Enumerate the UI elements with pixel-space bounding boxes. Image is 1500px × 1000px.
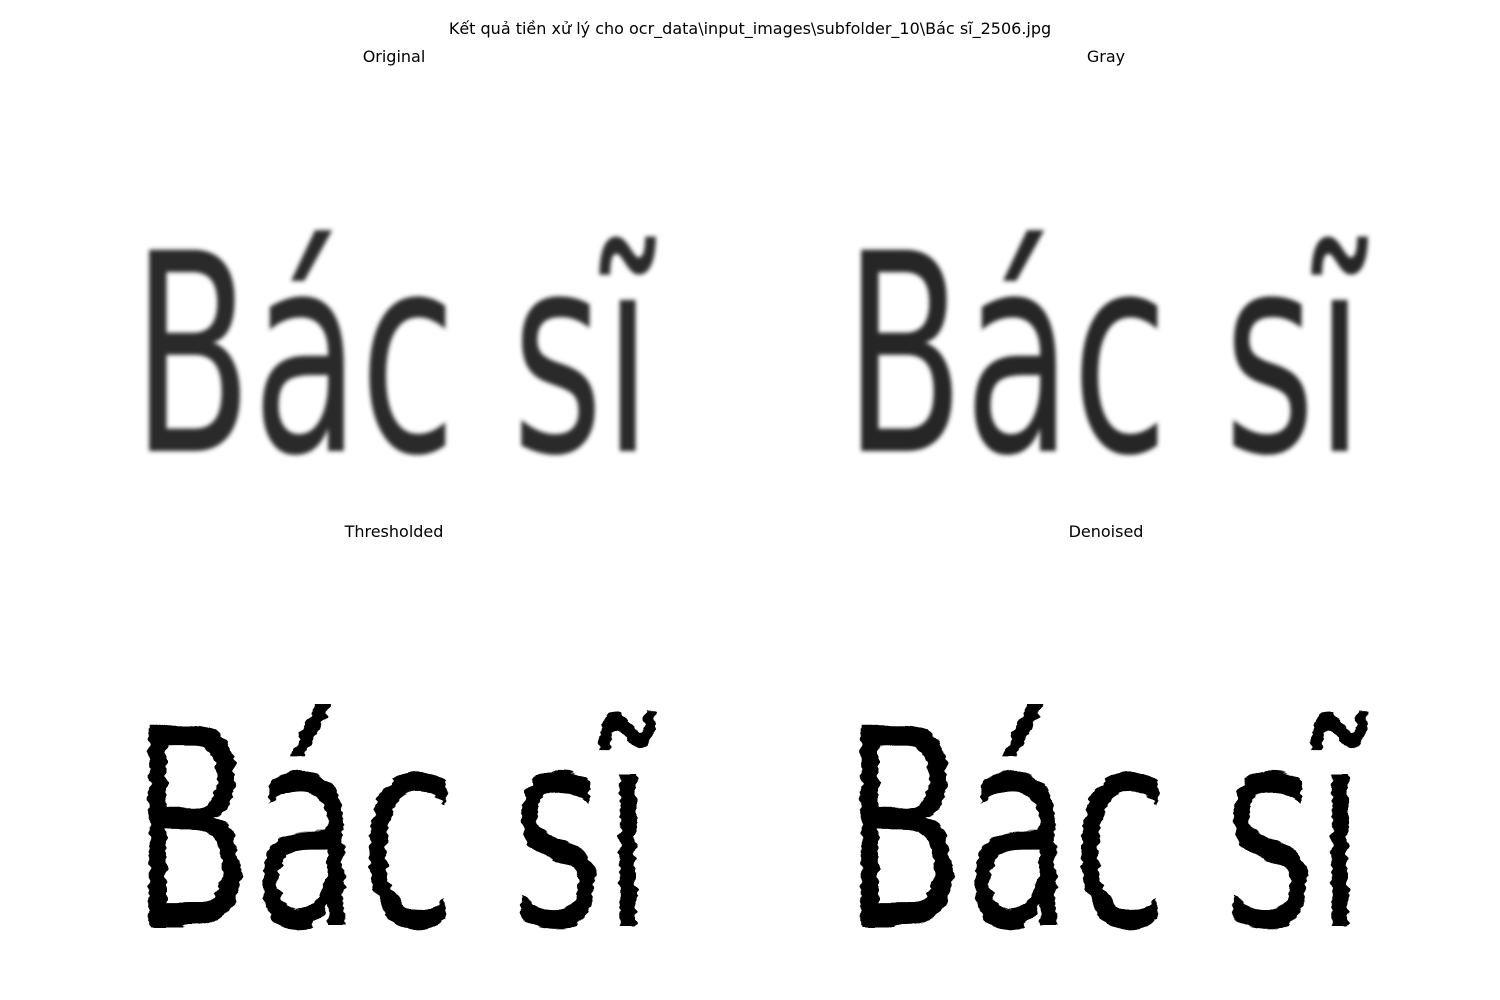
- image-original: Bác sĩ: [114, 175, 674, 515]
- image-thresholded: Bác sĩ: [114, 650, 674, 990]
- ocr-word-original: Bác sĩ: [132, 194, 658, 515]
- panel-title-gray: Gray: [1086, 47, 1126, 66]
- image-denoised: Bác sĩ: [826, 650, 1386, 990]
- panel-title-original: Original: [362, 47, 426, 66]
- panel-title-denoised: Denoised: [1068, 522, 1144, 541]
- ocr-word-gray: Bác sĩ: [844, 194, 1370, 515]
- figure-title: Kết quả tiền xử lý cho ocr_data\input_im…: [448, 19, 1052, 38]
- ocr-word-thresholded: Bác sĩ: [132, 669, 658, 990]
- image-gray: Bác sĩ: [826, 175, 1386, 515]
- ocr-word-denoised: Bác sĩ: [844, 669, 1370, 990]
- panel-title-thresholded: Thresholded: [344, 522, 444, 541]
